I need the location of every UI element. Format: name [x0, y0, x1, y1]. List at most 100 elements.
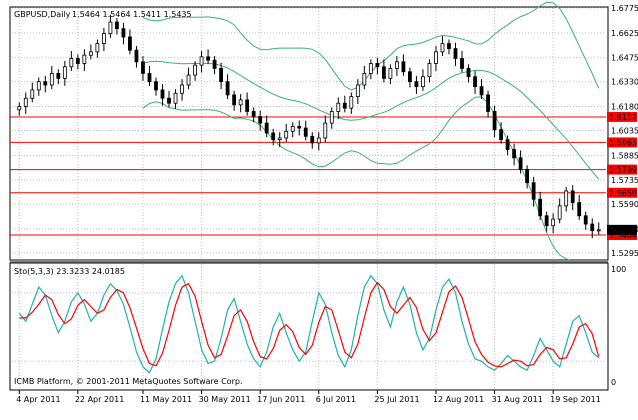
candle-body [206, 56, 210, 61]
candle-body [303, 127, 308, 137]
candle-body [583, 215, 588, 225]
candle-body [518, 157, 523, 170]
stochastic-grid [12, 264, 606, 389]
candle-body [551, 218, 556, 227]
candle-body [427, 63, 432, 78]
level-price-label: 1.5659 [609, 189, 637, 198]
candle-body [447, 43, 451, 49]
candle-body [512, 149, 516, 159]
stochastic-pane: Sto(5,3,3) 23.3233 24.0185 100 0 ICMB Pl… [9, 262, 626, 391]
price-tick-label: 1.5590 [611, 200, 638, 209]
candle-body [323, 122, 328, 139]
x-tick-label: 19 Sep 2011 [550, 395, 601, 404]
candle-body [154, 81, 158, 91]
candle-body [95, 43, 100, 53]
level-price-label: 1.6117 [609, 113, 637, 122]
ohlc-readout: 1.5464 1.5464 1.5411 1.5435 [72, 10, 192, 19]
candle-body [82, 54, 87, 64]
price-pane-frame [9, 6, 609, 261]
x-tick-label: 12 Aug 2011 [433, 395, 484, 404]
stochastic-lines [18, 274, 600, 374]
candle-body [440, 43, 445, 53]
candle-body [102, 33, 106, 44]
candle-body [421, 76, 425, 88]
x-tick-label: 22 Apr 2011 [75, 395, 124, 404]
candle-body [251, 111, 256, 117]
price-tick-label: 1.5440 [611, 225, 638, 234]
candle-body [173, 92, 178, 104]
x-tick-label: 17 Jun 2011 [257, 395, 305, 404]
price-candles [17, 14, 601, 239]
candle-body [30, 89, 35, 99]
price-tick-label: 1.5735 [611, 176, 638, 185]
stochastic-main-line [18, 274, 600, 374]
price-tick-label: 1.6475 [611, 54, 638, 63]
candle-body [531, 182, 536, 200]
candle-body [225, 81, 230, 96]
candle-body [486, 94, 490, 112]
candle-body [453, 48, 458, 59]
level-price-label: 1.5404 [609, 231, 637, 240]
candle-body [180, 84, 184, 94]
level-price-label: 1.5963 [609, 138, 637, 147]
candle-body [147, 72, 152, 83]
x-tick-label: 30 May 2011 [199, 395, 251, 404]
candle-body [186, 74, 191, 86]
price-tick-label: 1.6180 [611, 103, 638, 112]
x-tick-label: 25 Jul 2011 [374, 395, 419, 404]
candle-body [394, 61, 399, 69]
candle-body [271, 132, 276, 141]
candle-body [160, 89, 165, 99]
candle-body [492, 111, 497, 131]
x-axis: 4 Apr 2011 22 Apr 2011 11 May 2011 30 May 2… [16, 390, 601, 404]
x-tick-label: 4 Apr 2011 [16, 395, 60, 404]
candle-body [479, 86, 484, 96]
current-price-label: 1.5435 [609, 226, 637, 235]
candle-body [219, 68, 224, 83]
level-price-label: 1.5799 [609, 166, 637, 175]
candle-body [88, 51, 93, 56]
price-tick-label: 1.5885 [611, 151, 638, 160]
candle-body [212, 59, 217, 69]
candle-body [342, 102, 347, 109]
candle-body [75, 58, 80, 64]
candle-body [525, 169, 530, 184]
candle-body [167, 97, 171, 104]
candle-body [36, 81, 41, 91]
x-tick-label: 11 May 2011 [140, 395, 192, 404]
stochastic-pane-frame [9, 262, 609, 391]
candle-body [121, 28, 126, 38]
candle-body [381, 66, 386, 79]
candle-body [329, 111, 334, 124]
candle-body [284, 130, 289, 139]
candle-body [128, 36, 132, 51]
band-middle [142, 60, 600, 180]
candle-body [557, 205, 562, 220]
level-price-tag [607, 187, 637, 198]
candle-body [290, 125, 295, 132]
chart-title: GBPUSD,Daily [14, 10, 71, 19]
candle-body [62, 66, 67, 79]
candle-body [23, 97, 28, 107]
candle-body [310, 135, 315, 144]
candle-body [17, 106, 22, 111]
price-tick-label: 1.6775 [611, 4, 638, 13]
stochastic-label: Sto(5,3,3) 23.3233 24.0185 [14, 267, 125, 276]
stochastic-signal-line [19, 281, 600, 368]
x-tick-label: 6 Jul 2011 [316, 395, 356, 404]
price-y-axis: 1.6775 1.6625 1.6475 1.6330 1.6180 1.6035 1.58… [611, 4, 638, 258]
stochastic-level-high: 100 [611, 265, 626, 274]
candle-body [134, 49, 139, 63]
candle-body [232, 94, 237, 106]
level-price-tag [607, 111, 637, 122]
candle-body [577, 202, 582, 217]
level-price-tag [607, 164, 637, 175]
candle-body [564, 190, 569, 207]
candle-body [538, 198, 543, 217]
copyright-text: ICMB Platform, © 2001-2011 MetaQuotes So… [14, 377, 243, 386]
candle-body [434, 51, 438, 64]
candle-body [362, 72, 367, 86]
candle-body [414, 81, 419, 88]
